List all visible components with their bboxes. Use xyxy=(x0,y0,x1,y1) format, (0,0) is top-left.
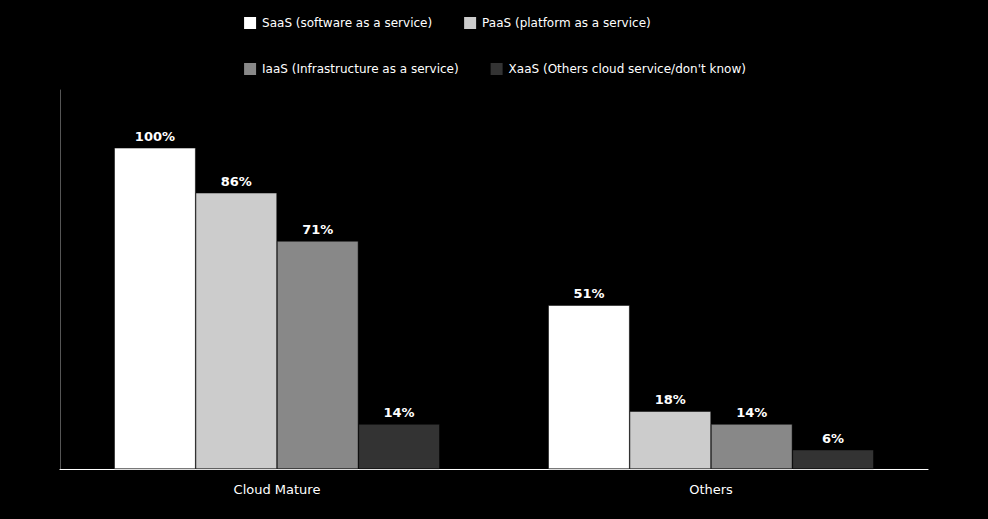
svg-text:XaaS (Others cloud service/don: XaaS (Others cloud service/don't know) xyxy=(509,62,746,76)
svg-text:14%: 14% xyxy=(736,405,767,420)
svg-text:Others: Others xyxy=(689,482,733,497)
svg-text:IaaS (Infrastructure as a serv: IaaS (Infrastructure as a service) xyxy=(262,62,459,76)
svg-text:Cloud Mature: Cloud Mature xyxy=(234,482,321,497)
svg-text:51%: 51% xyxy=(573,286,604,301)
svg-text:SaaS (software as a service): SaaS (software as a service) xyxy=(262,16,432,30)
svg-text:18%: 18% xyxy=(655,392,686,407)
svg-text:6%: 6% xyxy=(822,431,844,446)
svg-text:86%: 86% xyxy=(221,174,252,189)
svg-text:71%: 71% xyxy=(302,222,333,237)
svg-text:14%: 14% xyxy=(384,405,415,420)
svg-text:100%: 100% xyxy=(135,129,175,144)
svg-text:PaaS (platform as a service): PaaS (platform as a service) xyxy=(482,16,651,30)
